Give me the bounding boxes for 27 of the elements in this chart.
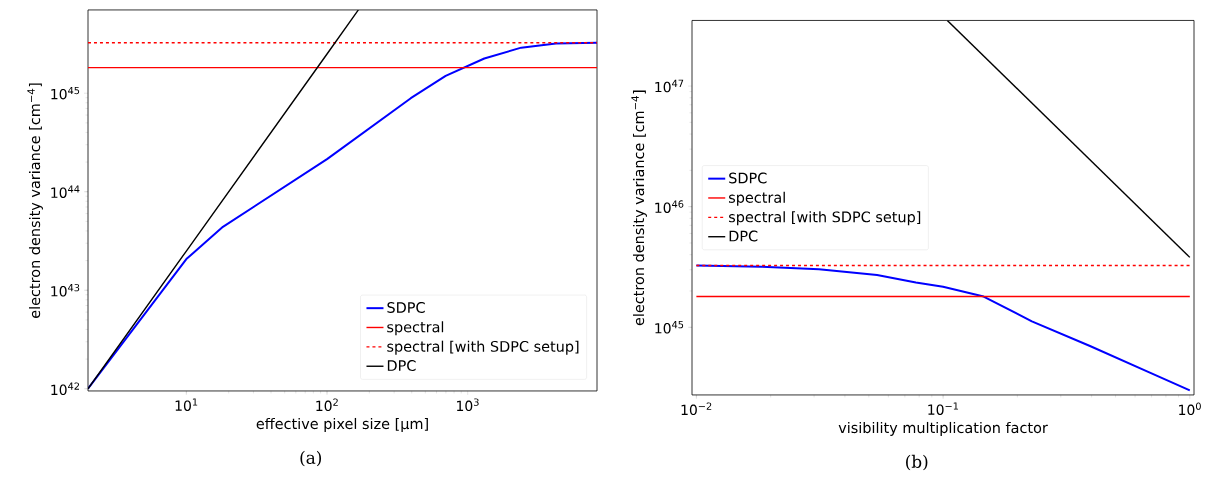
y-tick-label: 10$^{45}$ xyxy=(51,86,80,100)
legend-label: SDPC xyxy=(387,302,425,313)
legend-label: spectral [with SDPC setup] xyxy=(387,340,579,355)
legend-label: DPC xyxy=(387,360,416,372)
x-tick-label: 10$^{2}$ xyxy=(316,398,338,412)
legend-label: spectral [with SDPC setup] xyxy=(729,211,921,226)
x-tick-label: 10$^{0}$ xyxy=(1179,402,1201,416)
y-tick-label: 10$^{46}$ xyxy=(655,200,684,214)
x-tick-label: 10$^{3}$ xyxy=(457,398,479,412)
y-tick-label: 10$^{42}$ xyxy=(51,382,80,396)
y-tick-label: 10$^{44}$ xyxy=(51,185,80,198)
x-axis-title: effective pixel size [µm] xyxy=(256,417,428,432)
y-axis-title: electron density variance [cm$^{−4}$] xyxy=(631,90,647,326)
legend-label: spectral xyxy=(387,321,444,336)
x-tick-label: 10$^{1}$ xyxy=(175,398,198,411)
y-tick-label: 10$^{47}$ xyxy=(655,79,684,93)
y-tick-label: 10$^{45}$ xyxy=(655,321,684,334)
y-axis-title: electron density variance [cm$^{−4}$] xyxy=(27,83,43,318)
y-tick-label: 10$^{43}$ xyxy=(51,283,80,297)
text: (b) xyxy=(906,454,928,471)
x-axis-title: visibility multiplication factor xyxy=(838,421,1048,436)
legend-label: DPC xyxy=(729,230,758,242)
x-tick-label: 10$^{−2}$ xyxy=(681,402,712,416)
x-tick-label: 10$^{−1}$ xyxy=(928,402,959,415)
legend-label: SDPC xyxy=(729,172,767,184)
legend-label: spectral xyxy=(729,191,785,206)
text: (a) xyxy=(300,450,322,467)
